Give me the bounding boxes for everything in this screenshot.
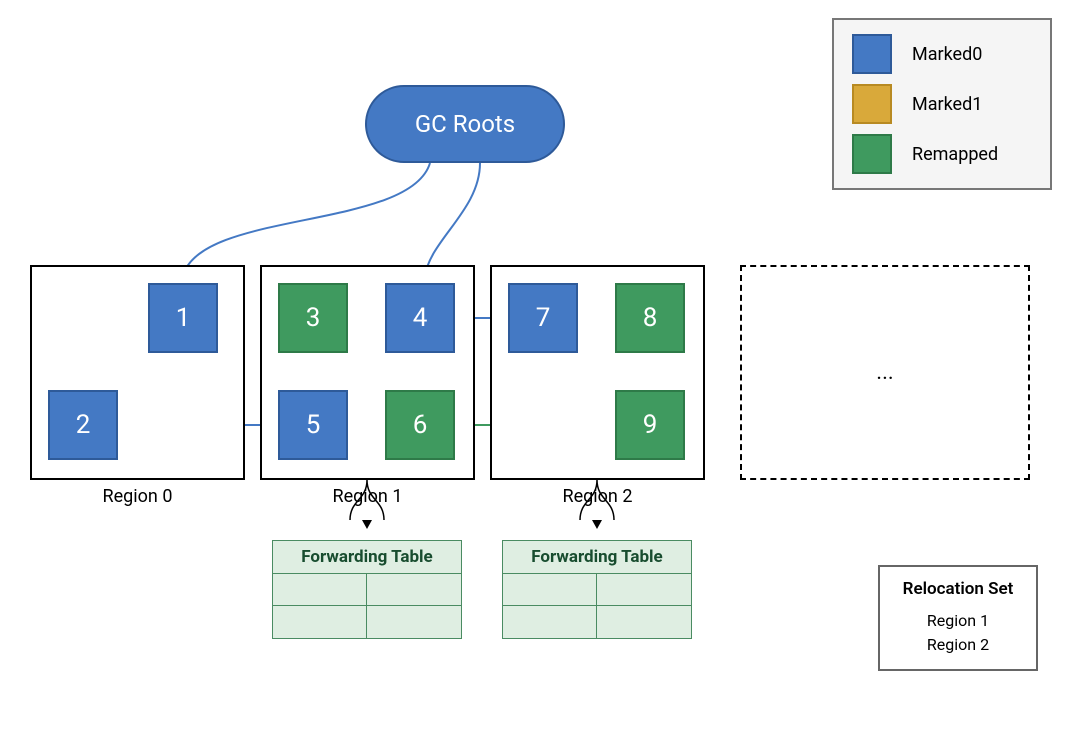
legend: Marked0 Marked1 Remapped (832, 18, 1052, 190)
forwarding-table-cell (366, 605, 463, 639)
node-2: 2 (48, 390, 118, 460)
relocation-set-item: Region 2 (896, 633, 1020, 657)
node-6: 6 (385, 390, 455, 460)
node-8: 8 (615, 283, 685, 353)
forwarding-table-cell (366, 573, 463, 607)
node-5: 5 (278, 390, 348, 460)
legend-swatch (852, 34, 892, 74)
legend-row: Marked1 (852, 84, 1032, 124)
legend-swatch (852, 134, 892, 174)
legend-row: Remapped (852, 134, 1032, 174)
relocation-set-title: Relocation Set (896, 579, 1020, 599)
forwarding-table-1: Forwarding Table (502, 540, 692, 639)
forwarding-table-cell (502, 605, 597, 639)
relocation-set-item: Region 1 (896, 609, 1020, 633)
forwarding-table-cell (596, 605, 693, 639)
relocation-set: Relocation Set Region 1Region 2 (878, 565, 1038, 671)
node-1: 1 (148, 283, 218, 353)
node-4: 4 (385, 283, 455, 353)
gc-roots-node: GC Roots (365, 85, 565, 163)
forwarding-table-cell (502, 573, 597, 607)
region-placeholder: ... (740, 265, 1030, 480)
forwarding-table-cell (596, 573, 693, 607)
region-label: Region 0 (30, 486, 245, 507)
legend-label: Remapped (912, 144, 998, 165)
forwarding-table-title: Forwarding Table (502, 540, 692, 574)
legend-label: Marked0 (912, 44, 982, 65)
forwarding-table-cell (272, 573, 367, 607)
forwarding-table-cell (272, 605, 367, 639)
forwarding-table-title: Forwarding Table (272, 540, 462, 574)
node-3: 3 (278, 283, 348, 353)
node-9: 9 (615, 390, 685, 460)
legend-row: Marked0 (852, 34, 1032, 74)
forwarding-table-0: Forwarding Table (272, 540, 462, 639)
gc-roots-label: GC Roots (415, 110, 515, 138)
node-7: 7 (508, 283, 578, 353)
region-label: Region 2 (490, 486, 705, 507)
legend-swatch (852, 84, 892, 124)
region-label: Region 1 (260, 486, 475, 507)
legend-label: Marked1 (912, 94, 982, 115)
